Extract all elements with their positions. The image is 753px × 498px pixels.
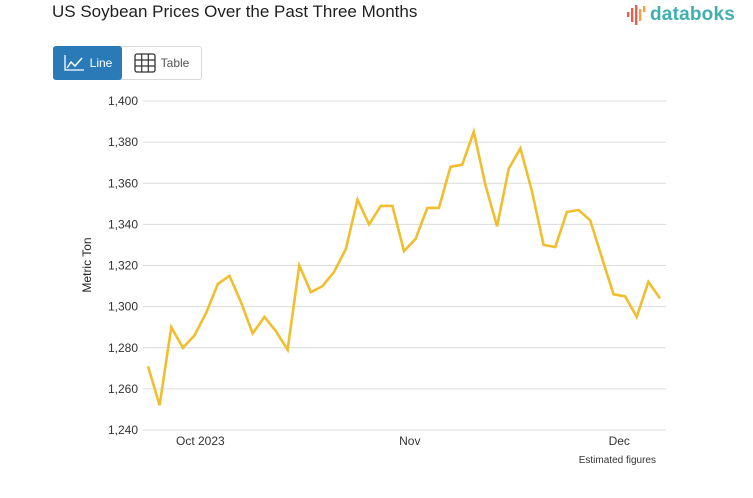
data-point[interactable] [505,165,513,173]
y-tick-label: 1,320 [108,259,138,273]
y-tick-label: 1,260 [108,382,138,396]
data-point[interactable] [516,144,524,152]
data-point[interactable] [586,216,594,224]
data-point[interactable] [225,272,233,280]
y-tick-label: 1,400 [108,94,138,108]
data-point[interactable] [621,292,629,300]
y-axis-label: Metric Ton [80,237,94,292]
data-point[interactable] [260,313,268,321]
data-point[interactable] [400,247,408,255]
line-view-button[interactable]: Line [53,46,122,80]
data-point[interactable] [481,181,489,189]
data-point[interactable] [563,208,571,216]
data-point[interactable] [540,241,548,249]
data-point[interactable] [167,323,175,331]
y-tick-label: 1,300 [108,300,138,314]
data-point[interactable] [435,204,443,212]
x-tick-label: Dec [609,434,630,448]
x-tick-label: Oct 2023 [176,434,225,448]
data-point[interactable] [330,268,338,276]
data-point[interactable] [575,206,583,214]
data-point[interactable] [156,401,164,409]
x-tick-label: Nov [399,434,420,448]
data-point[interactable] [214,280,222,288]
y-tick-label: 1,280 [108,341,138,355]
data-point[interactable] [388,202,396,210]
table-grid-icon [134,53,156,73]
price-series-line [146,127,662,406]
y-axis-ticks: 1,240 1,260 1,280 1,300 1,320 1,340 1,360 1,380… [108,94,138,437]
data-point[interactable] [609,290,617,298]
data-point[interactable] [377,202,385,210]
data-point[interactable] [191,331,199,339]
y-tick-label: 1,240 [108,423,138,437]
data-point[interactable] [493,222,501,230]
data-point[interactable] [423,204,431,212]
data-point[interactable] [249,329,257,337]
data-point[interactable] [295,262,303,270]
y-tick-label: 1,380 [108,135,138,149]
x-axis-ticks: Oct 2023 Nov Dec [176,434,630,448]
databoks-logo[interactable]: databoks [626,3,735,27]
series-layer [144,127,664,409]
data-point[interactable] [307,288,315,296]
data-point[interactable] [644,278,652,286]
data-point[interactable] [551,243,559,251]
data-point[interactable] [319,282,327,290]
data-point[interactable] [598,253,606,261]
data-point[interactable] [144,362,152,370]
data-point[interactable] [284,346,292,354]
estimated-figures-note: Estimated figures [579,455,656,466]
data-point[interactable] [202,309,210,317]
data-point[interactable] [528,187,536,195]
data-point[interactable] [365,220,373,228]
line-chart-icon [64,55,84,71]
y-tick-label: 1,360 [108,176,138,190]
data-point[interactable] [272,327,280,335]
data-point[interactable] [342,245,350,253]
data-point[interactable] [447,163,455,171]
table-view-label: Table [160,56,190,70]
data-point[interactable] [656,294,664,302]
data-point[interactable] [179,344,187,352]
data-point[interactable] [470,128,478,136]
view-toggle: Line Table [53,46,202,80]
chart-title: US Soybean Prices Over the Past Three Mo… [52,2,418,21]
line-view-label: Line [89,56,113,70]
data-point[interactable] [353,196,361,204]
gridlines [143,100,666,431]
data-point[interactable] [412,235,420,243]
data-point[interactable] [633,313,641,321]
table-view-button[interactable]: Table [122,47,201,79]
data-point[interactable] [458,161,466,169]
data-point[interactable] [237,299,245,307]
logo-text: databoks [650,4,736,25]
y-tick-label: 1,340 [108,217,138,231]
logo-bars-icon [627,5,646,25]
